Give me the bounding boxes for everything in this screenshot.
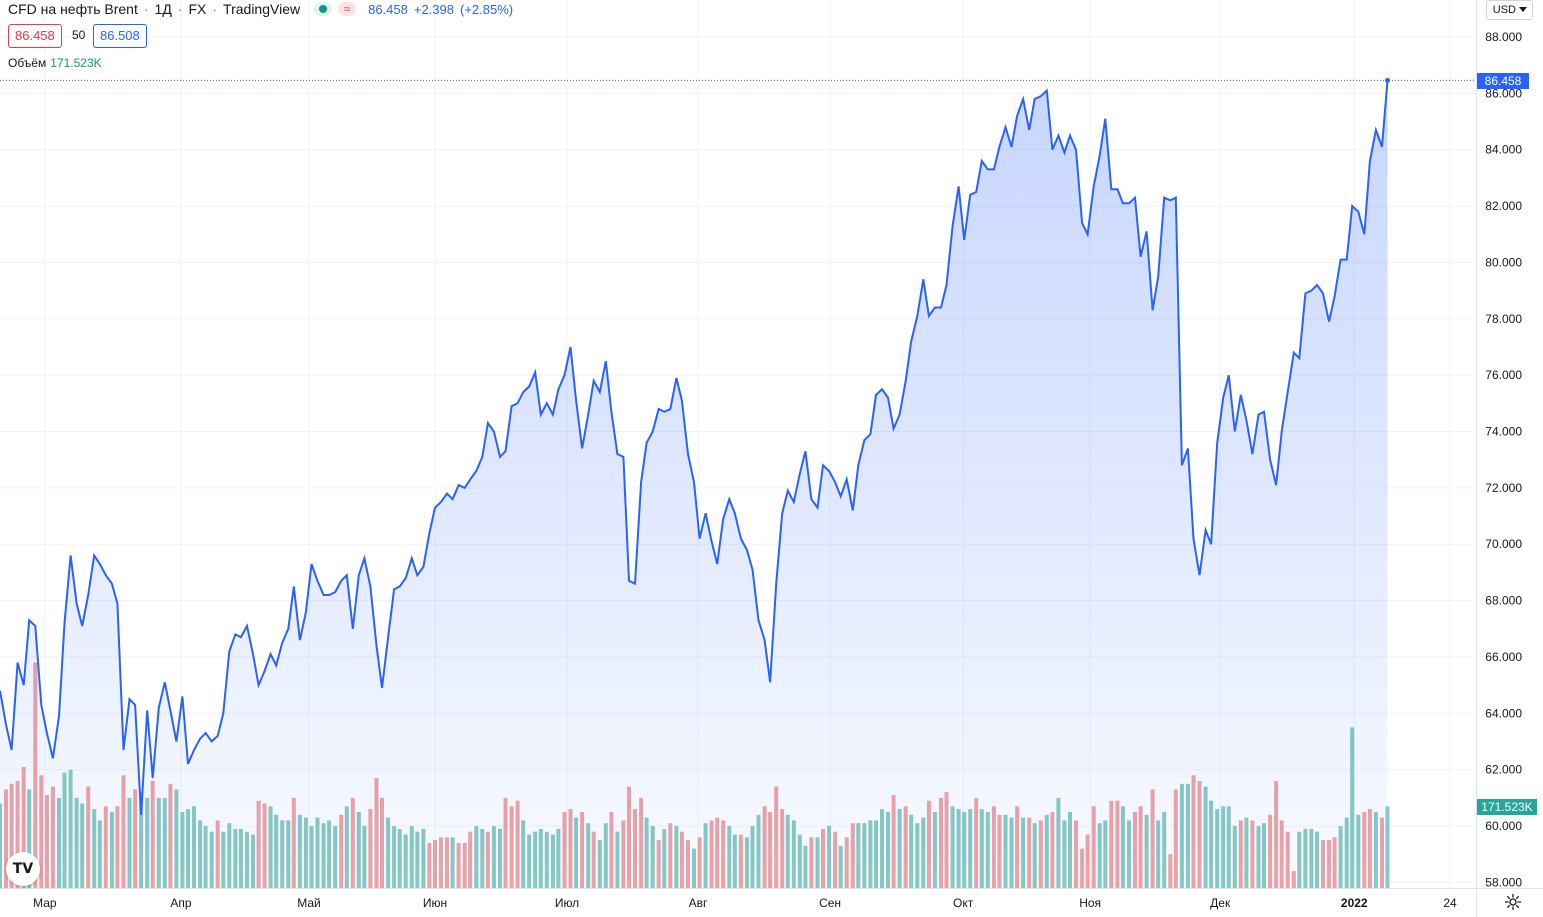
- last-price-value: 86.458: [1485, 74, 1522, 88]
- y-tick-label: 84.000: [1485, 143, 1522, 157]
- volume-value: 171.523K: [1481, 800, 1532, 814]
- interval-label[interactable]: 1Д: [154, 1, 172, 17]
- gear-icon[interactable]: [1504, 893, 1522, 911]
- volume-legend[interactable]: Объём 171.523K: [8, 56, 102, 70]
- y-tick-label: 88.000: [1485, 30, 1522, 44]
- volume-legend-label: Объём: [8, 56, 47, 70]
- x-tick-label: 2022: [1341, 896, 1368, 910]
- x-tick-label: 24: [1443, 896, 1457, 910]
- y-tick-label: 72.000: [1485, 481, 1522, 495]
- y-tick-label: 64.000: [1485, 706, 1522, 720]
- x-tick-label: Май: [297, 896, 321, 910]
- x-tick-label: Июл: [555, 896, 579, 910]
- y-tick-label: 76.000: [1485, 368, 1522, 382]
- price-axis-ticks: 88.000 86.000 84.000 82.000 80.000 78.000 76.0…: [1485, 30, 1522, 889]
- price-change-pct: (+2.85%): [459, 1, 514, 17]
- tradingview-logo-icon[interactable]: TV: [6, 852, 40, 886]
- y-tick-label: 62.000: [1485, 763, 1522, 777]
- price-change: +2.398: [413, 1, 454, 17]
- y-tick-label: 70.000: [1485, 537, 1522, 551]
- x-tick-label: Сен: [819, 896, 841, 910]
- y-tick-label: 78.000: [1485, 312, 1522, 326]
- volume-legend-value: 171.523K: [50, 56, 102, 70]
- currency-select[interactable]: USD: [1485, 0, 1533, 20]
- x-tick-label: Мар: [33, 896, 57, 910]
- y-tick-label: 58.000: [1485, 875, 1522, 889]
- spread-value: 50: [72, 28, 86, 42]
- wave-icon[interactable]: ≈: [338, 2, 357, 16]
- market-open-icon[interactable]: [314, 2, 333, 16]
- x-tick-label: Июн: [423, 896, 447, 910]
- volume-label: 171.523K: [1477, 799, 1537, 815]
- x-tick-label: Дек: [1210, 896, 1231, 910]
- y-tick-label: 86.000: [1485, 86, 1522, 100]
- time-axis-ticks[interactable]: Мар Апр Май Июн Июл Авг Сен Окт Ноя Дек 2022 24: [33, 896, 1457, 910]
- x-tick-label: Ноя: [1079, 896, 1101, 910]
- buy-price-button[interactable]: 86.508: [93, 24, 147, 48]
- y-tick-label: 82.000: [1485, 199, 1522, 213]
- x-tick-label: Апр: [170, 896, 192, 910]
- y-tick-label: 66.000: [1485, 650, 1522, 664]
- x-tick-label: Окт: [953, 896, 974, 910]
- price-axis[interactable]: [1476, 0, 1543, 888]
- last-price-dot: [1385, 77, 1391, 83]
- y-tick-label: 80.000: [1485, 255, 1522, 269]
- last-price-label: 86.458: [1477, 73, 1529, 89]
- chart-header: CFD на нефть Brent · 1Д · FX · TradingVi…: [8, 1, 514, 17]
- source-label: TradingView: [223, 1, 301, 17]
- x-tick-label: Авг: [689, 896, 708, 910]
- last-price-header: 86.458: [368, 1, 408, 17]
- exchange-label: FX: [188, 1, 207, 17]
- y-tick-label: 68.000: [1485, 594, 1522, 608]
- price-line: [0, 80, 1389, 815]
- sell-price-button[interactable]: 86.458: [8, 24, 62, 48]
- symbol-title[interactable]: CFD на нефть Brent: [8, 1, 138, 17]
- y-tick-label: 60.000: [1485, 819, 1522, 833]
- y-tick-label: 74.000: [1485, 425, 1522, 439]
